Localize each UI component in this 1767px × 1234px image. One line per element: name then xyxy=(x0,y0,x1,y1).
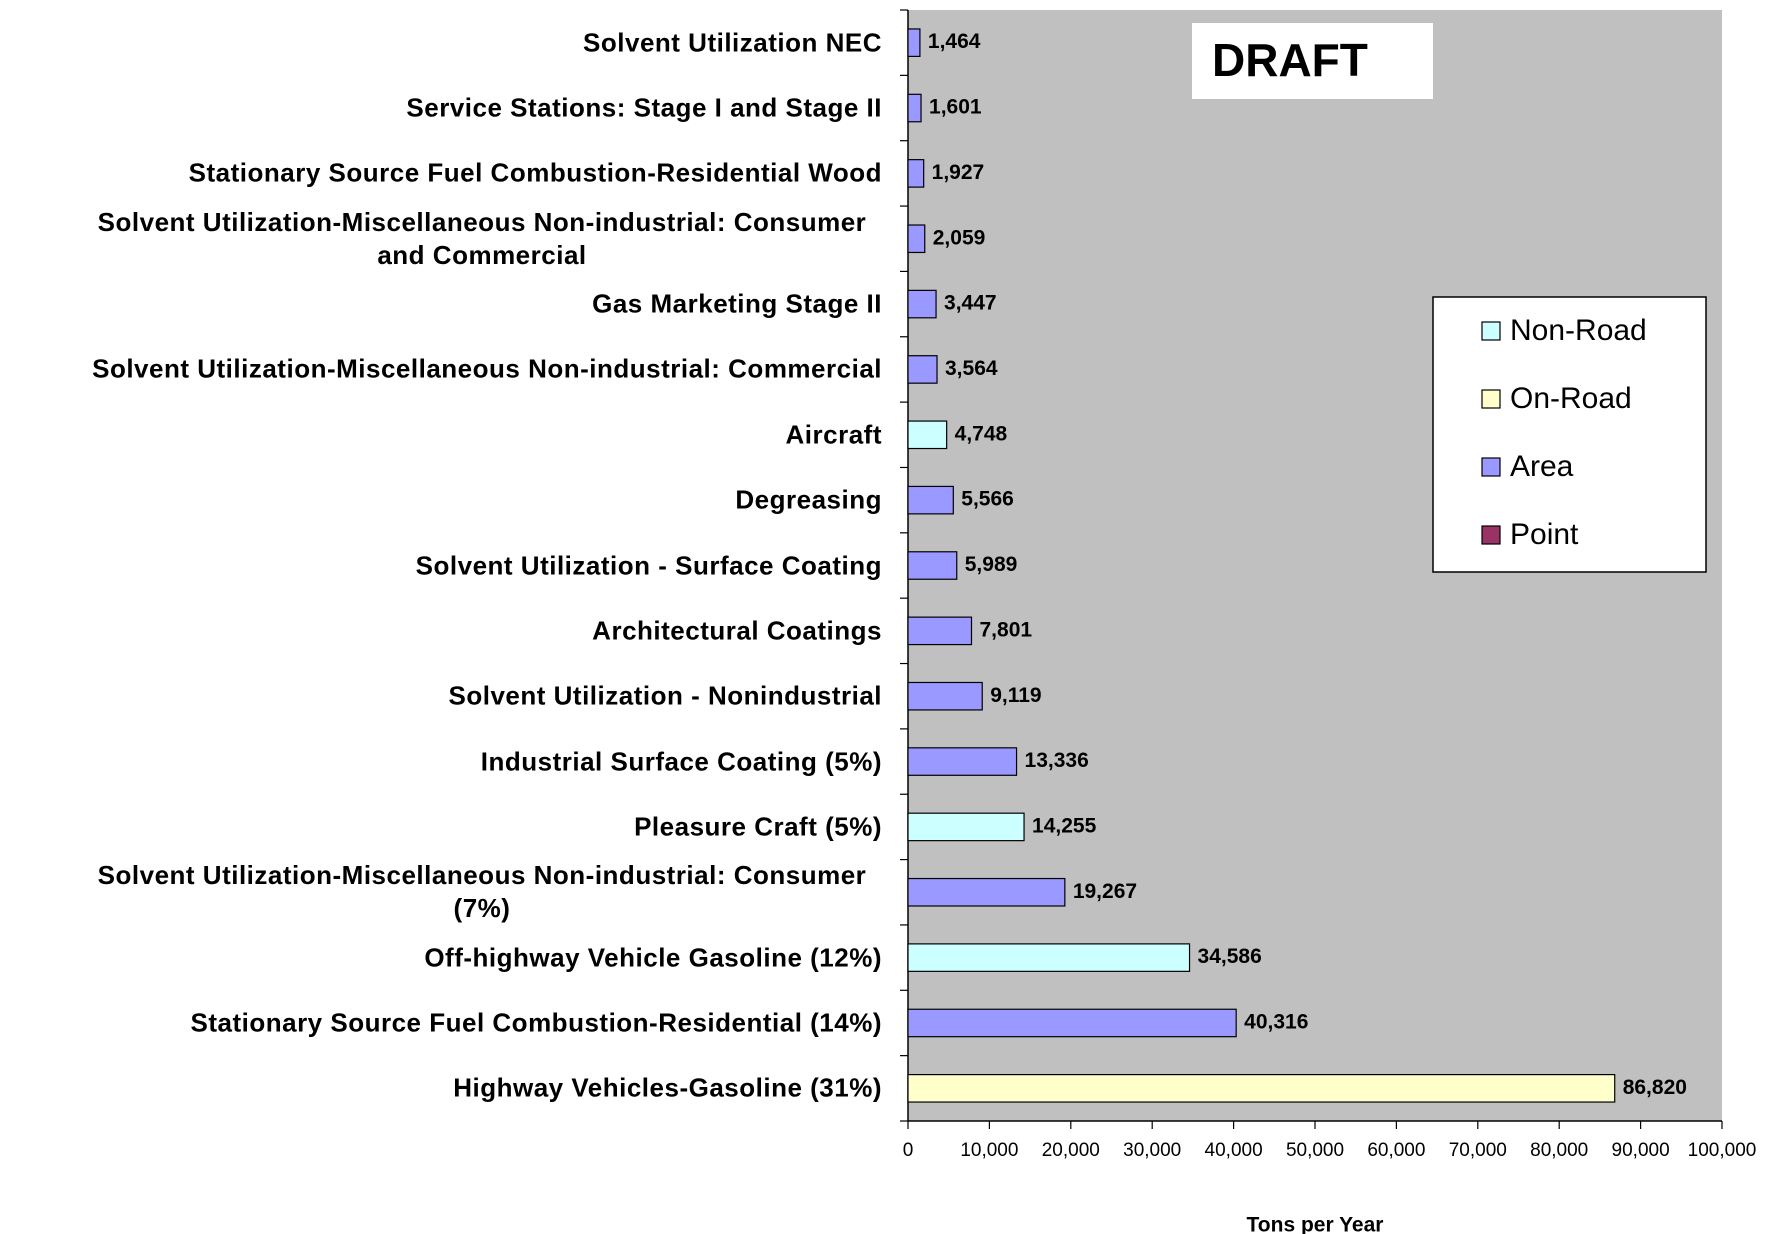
y-tick-label: Solvent Utilization-Miscellaneous Non-in… xyxy=(97,860,867,924)
bar xyxy=(907,355,938,384)
x-tick-label: 60,000 xyxy=(1367,1140,1425,1161)
bar xyxy=(907,812,1025,842)
bar xyxy=(907,1073,1616,1103)
x-tick-label: 20,000 xyxy=(1042,1140,1100,1161)
bar xyxy=(907,420,948,450)
bar xyxy=(907,551,958,580)
legend xyxy=(1432,296,1707,573)
x-tick-label: 90,000 xyxy=(1612,1140,1670,1161)
annotation: DRAFT xyxy=(1212,34,1368,86)
y-tick-label: Solvent Utilization - Surface Coating xyxy=(415,550,882,580)
y-tick-label: Solvent Utilization-Miscellaneous Non-in… xyxy=(92,353,882,384)
value-label: 19,267 xyxy=(1073,880,1137,903)
x-tick-label: 70,000 xyxy=(1449,1140,1507,1161)
x-tick-label: 50,000 xyxy=(1286,1140,1344,1161)
legend-swatch xyxy=(1481,321,1501,341)
y-tick-label: Gas Marketing Stage II xyxy=(592,288,882,319)
bar xyxy=(907,681,983,711)
legend-swatch xyxy=(1481,525,1501,545)
bar xyxy=(907,224,926,254)
x-tick-label: 100,000 xyxy=(1688,1140,1757,1161)
legend-label: Area xyxy=(1510,450,1574,483)
legend-label: On-Road xyxy=(1510,382,1632,415)
legend-label: Point xyxy=(1510,518,1579,551)
legend-swatch xyxy=(1481,457,1501,477)
y-tick-label: Pleasure Craft (5%) xyxy=(634,811,882,842)
bar xyxy=(907,943,1191,972)
bar xyxy=(907,485,954,515)
x-axis-title: Tons per Year xyxy=(1247,1214,1384,1234)
bar xyxy=(907,289,937,319)
y-tick-label: Solvent Utilization NEC xyxy=(583,27,882,58)
legend-label: Non-Road xyxy=(1510,314,1647,347)
value-label: 2,059 xyxy=(933,226,986,249)
value-label: 34,586 xyxy=(1198,945,1262,968)
y-tick-label: Off-highway Vehicle Gasoline (12%) xyxy=(424,942,882,973)
x-tick-label: 80,000 xyxy=(1530,1140,1588,1161)
value-label: 7,801 xyxy=(980,618,1033,641)
x-tick-label: 0 xyxy=(903,1140,914,1161)
y-tick-label: Highway Vehicles-Gasoline (31%) xyxy=(453,1072,882,1103)
value-label: 1,601 xyxy=(929,96,982,119)
y-tick-label: Aircraft xyxy=(785,419,882,450)
value-label: 1,464 xyxy=(928,30,981,53)
legend-swatch xyxy=(1481,389,1501,409)
x-tick-label: 30,000 xyxy=(1123,1140,1181,1161)
value-label: 5,566 xyxy=(961,488,1014,511)
value-label: 5,989 xyxy=(965,553,1018,576)
value-label: 1,927 xyxy=(932,161,985,184)
bar xyxy=(907,1008,1237,1038)
y-tick-label: Solvent Utilization - Nonindustrial xyxy=(448,680,882,711)
y-tick-label: Architectural Coatings xyxy=(592,615,882,646)
x-tick-label: 10,000 xyxy=(960,1140,1018,1161)
value-label: 40,316 xyxy=(1244,1011,1308,1034)
bar xyxy=(907,93,922,123)
bar xyxy=(907,28,921,58)
value-label: 4,748 xyxy=(955,422,1008,445)
y-tick-label: Service Stations: Stage I and Stage II xyxy=(406,92,882,123)
x-tick-label: 40,000 xyxy=(1205,1140,1263,1161)
value-label: 13,336 xyxy=(1025,749,1089,772)
y-tick-label: Solvent Utilization-Miscellaneous Non-in… xyxy=(97,206,867,270)
value-label: 3,447 xyxy=(944,292,997,315)
y-tick-label: Stationary Source Fuel Combustion-Reside… xyxy=(188,157,882,188)
bar xyxy=(907,877,1066,907)
bar xyxy=(907,159,925,188)
y-tick-label: Degreasing xyxy=(735,484,882,515)
value-label: 9,119 xyxy=(990,684,1041,707)
value-label: 86,820 xyxy=(1623,1076,1687,1099)
annotation-box xyxy=(1192,23,1433,99)
y-tick-label: Industrial Surface Coating (5%) xyxy=(480,746,882,777)
bar xyxy=(907,616,973,646)
value-label: 14,255 xyxy=(1032,814,1097,837)
value-label: 3,564 xyxy=(945,357,998,380)
bar xyxy=(907,747,1018,776)
y-tick-label: Stationary Source Fuel Combustion-Reside… xyxy=(190,1007,882,1038)
